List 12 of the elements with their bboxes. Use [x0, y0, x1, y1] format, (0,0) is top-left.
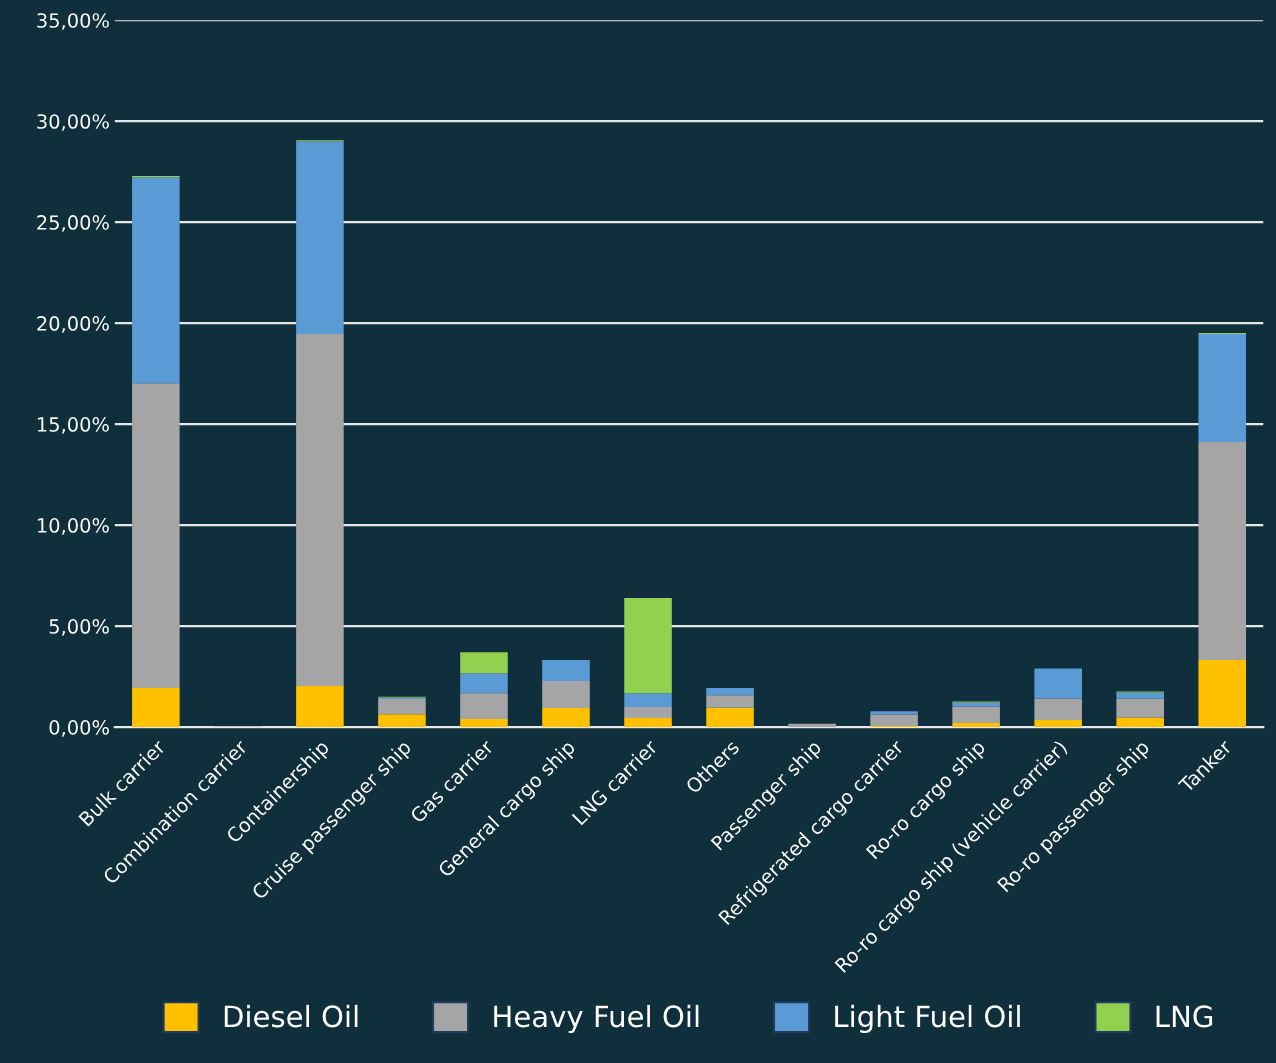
legend-label: Light Fuel Oil — [835, 1004, 1020, 1034]
y-tick-label: 30,00% — [37, 114, 109, 131]
y-tick-label: 0,00% — [49, 720, 109, 737]
y-tick-label: 25,00% — [37, 215, 109, 232]
y-tick-label: 5,00% — [49, 619, 109, 636]
legend-label: Diesel Oil — [224, 1004, 358, 1028]
y-tick-label: 10,00% — [37, 518, 109, 535]
y-tick-label: 15,00% — [37, 417, 109, 434]
legend-label: Heavy Fuel Oil — [494, 1004, 699, 1034]
legend-label: LNG — [1156, 1005, 1213, 1028]
y-tick-label: 35,00% — [37, 13, 109, 30]
y-tick-label: 20,00% — [37, 316, 109, 333]
